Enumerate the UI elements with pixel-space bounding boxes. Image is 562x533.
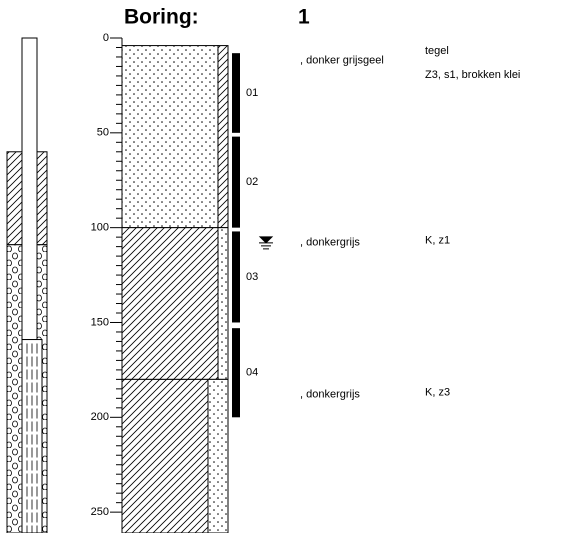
depth-label: 200 xyxy=(91,411,109,423)
layer-code: K, z1 xyxy=(425,235,450,247)
layer xyxy=(121,378,209,533)
well-casing xyxy=(21,37,38,341)
depth-label: 0 xyxy=(103,32,109,44)
depth-label: 50 xyxy=(97,127,109,139)
depth-label: 250 xyxy=(91,506,109,518)
layer-code: tegel xyxy=(425,45,449,57)
layer xyxy=(121,227,219,380)
title-label: Boring: xyxy=(124,6,199,29)
sample-bar xyxy=(232,136,240,228)
sample-bar xyxy=(232,231,240,323)
layer-description: , donkergrijs xyxy=(300,388,360,400)
layer-description: , donker grijsgeel xyxy=(300,54,384,66)
sample-bar xyxy=(232,328,240,418)
layer-side xyxy=(217,227,229,380)
sample-label: 03 xyxy=(246,271,258,283)
sample-label: 04 xyxy=(246,367,258,379)
layer-side xyxy=(217,45,229,229)
depth-label: 100 xyxy=(91,222,109,234)
title-number: 1 xyxy=(298,6,310,29)
depth-label: 150 xyxy=(91,316,109,328)
sample-label: 02 xyxy=(246,176,258,188)
groundwater-marker xyxy=(258,236,274,250)
layer xyxy=(121,45,219,229)
sample-label: 01 xyxy=(246,87,258,99)
layer-code: K, z3 xyxy=(425,386,450,398)
layer-side xyxy=(207,378,229,533)
layer-code: Z3, s1, brokken klei xyxy=(425,69,520,81)
sample-bar xyxy=(232,53,240,133)
layer-description: , donkergrijs xyxy=(300,237,360,249)
